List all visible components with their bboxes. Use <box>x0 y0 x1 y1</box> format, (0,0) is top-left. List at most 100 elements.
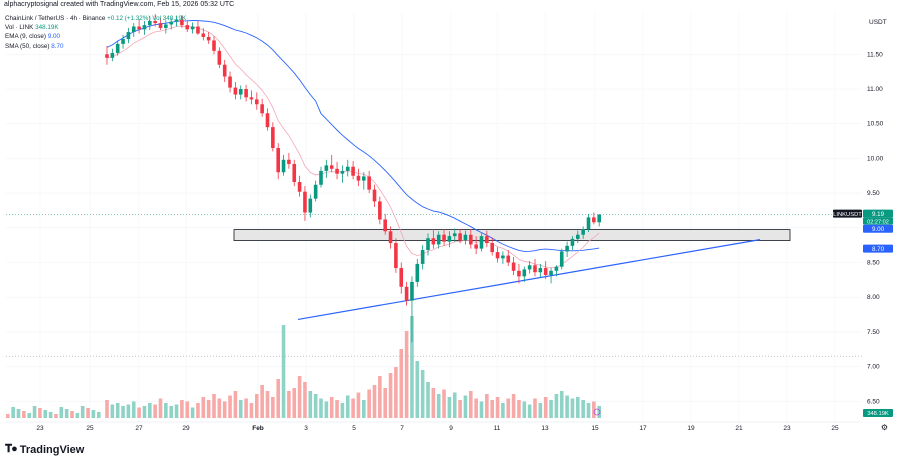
candle-body <box>335 168 339 174</box>
candlesticks <box>105 14 601 343</box>
candle-body <box>538 268 543 273</box>
volume-bar <box>479 401 484 418</box>
candle <box>586 213 591 232</box>
candle <box>570 236 575 251</box>
candle <box>303 186 307 221</box>
candle-body <box>131 26 136 33</box>
candle-body <box>297 181 302 192</box>
price-tick-label: 11.50 <box>867 51 883 58</box>
volume-bar <box>324 401 329 418</box>
candle <box>169 18 173 30</box>
volume-bar <box>490 400 494 418</box>
candle-body <box>206 36 211 41</box>
legend-volume-row[interactable]: Vol · LINK 348.19K <box>5 23 186 32</box>
time-tick-label: 17 <box>639 425 647 432</box>
time-tick-label: 9 <box>449 425 453 432</box>
volume-bar <box>533 398 537 418</box>
candle-body <box>549 270 553 275</box>
price-tick-label: 7.00 <box>867 364 880 371</box>
candle <box>142 20 147 35</box>
candle <box>340 165 345 183</box>
candle-body <box>452 233 457 237</box>
legend-sma-label: SMA (50, close) <box>5 42 50 50</box>
candle-body <box>378 201 382 220</box>
volume-bar <box>495 397 500 418</box>
candle-body <box>319 170 323 185</box>
candle <box>121 34 125 49</box>
legend-ema-row[interactable]: EMA (9, close) 9.00 <box>5 32 186 41</box>
candle <box>201 27 206 41</box>
legend-sma-row[interactable]: SMA (50, close) 8.70 <box>5 42 186 51</box>
volume-badge-text: 348.19K <box>867 411 889 417</box>
volume-bar <box>538 403 543 418</box>
candle <box>479 233 484 252</box>
volume-bar <box>399 349 404 418</box>
volume-bar <box>388 373 393 418</box>
time-tick-label: 5 <box>352 425 356 432</box>
volume-bar <box>442 389 446 418</box>
volume-bar <box>351 398 355 418</box>
candle <box>110 48 115 62</box>
candle <box>105 45 109 65</box>
volume-bar <box>345 395 350 418</box>
candle <box>463 230 468 245</box>
time-tick-label: 13 <box>541 425 549 432</box>
volume-bar <box>383 388 387 418</box>
candle-body <box>142 25 147 30</box>
volume-bar <box>212 394 216 418</box>
candle-body <box>399 268 404 287</box>
candle <box>313 180 318 202</box>
candle <box>196 20 200 35</box>
volume-bar <box>43 410 48 418</box>
candle-body <box>506 255 511 263</box>
candle <box>410 276 414 343</box>
candle-body <box>276 147 280 173</box>
volume-bar <box>559 391 564 418</box>
volume-bar <box>420 370 425 418</box>
volume-bar <box>319 398 323 418</box>
ema-badge-bg <box>863 224 893 233</box>
candle <box>485 230 489 248</box>
volume-bar <box>303 382 307 418</box>
legend-symbol-row[interactable]: ChainLink / TetherUS · 4h · Binance +0.1… <box>5 14 186 23</box>
volume-bar <box>217 398 222 418</box>
tradingview-logo[interactable]: 𝐓● TradingView <box>5 443 84 456</box>
candle-body <box>174 19 179 22</box>
gear-icon[interactable]: ⚙ <box>880 423 888 432</box>
candle <box>442 229 446 246</box>
time-tick-label: Feb <box>252 425 264 432</box>
price-tick-label: 10.50 <box>867 121 884 128</box>
legend-ema-value: 9.00 <box>47 33 60 41</box>
volume-bar <box>426 382 430 418</box>
volume-bar <box>59 407 64 418</box>
volume-bar <box>228 395 232 418</box>
candle <box>458 229 462 244</box>
candle-body <box>415 263 420 282</box>
candle <box>367 170 371 194</box>
volume-bar <box>180 400 184 418</box>
symbol-badge-text: LINKUSDT <box>833 212 862 218</box>
candle <box>351 161 355 180</box>
volume-bar <box>105 400 109 418</box>
volume-bar <box>404 331 409 418</box>
candle-body <box>597 214 601 223</box>
candle-body <box>222 64 227 77</box>
candle <box>174 16 179 27</box>
volume-bar <box>206 400 211 418</box>
volume-bar <box>233 391 238 418</box>
candle-body <box>458 233 462 241</box>
time-tick-label: 23 <box>783 425 791 432</box>
candle-body <box>469 234 473 245</box>
candle <box>452 228 457 242</box>
candle-body <box>362 176 366 181</box>
candle-body <box>148 20 152 26</box>
candle <box>527 261 532 274</box>
last-price-badge-text: 9.19 <box>872 211 885 218</box>
volume-bar <box>554 394 559 418</box>
volume-bar <box>91 410 96 418</box>
volume-bar <box>415 361 420 418</box>
candle <box>345 159 350 177</box>
legend-change: +0.12 (+1.32%) <box>107 15 151 22</box>
candle-body <box>265 113 270 128</box>
